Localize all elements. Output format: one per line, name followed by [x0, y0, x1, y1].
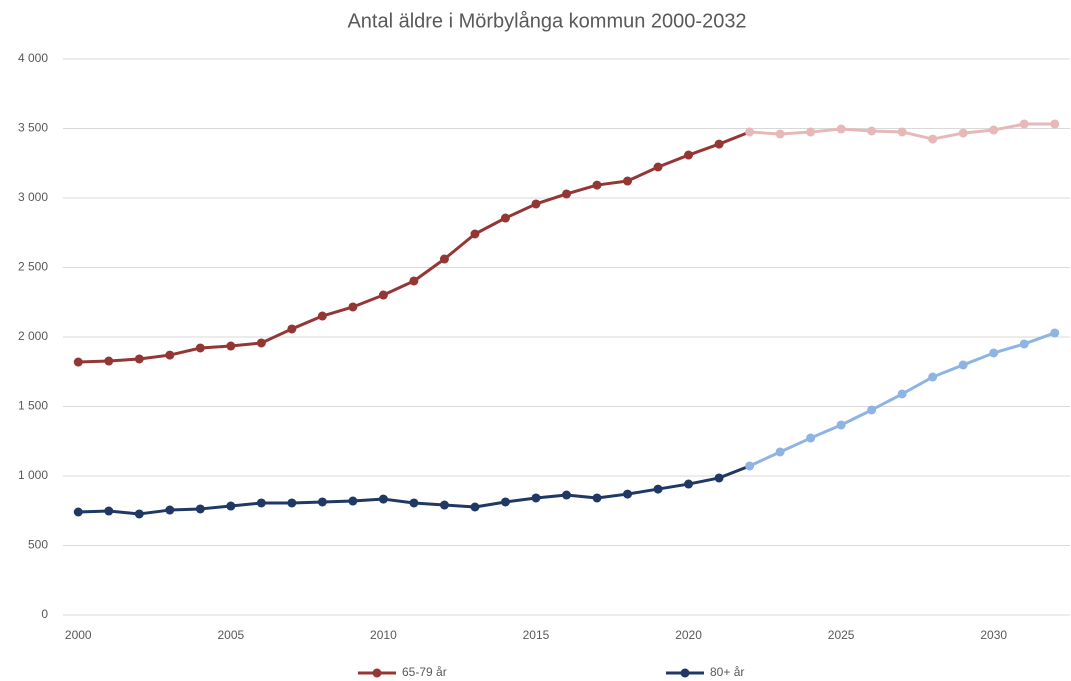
point [928, 134, 938, 144]
point [623, 489, 633, 499]
point [195, 343, 205, 353]
point [287, 498, 297, 508]
x-tick-label: 2010 [370, 628, 397, 642]
point [317, 311, 327, 321]
point [73, 357, 83, 367]
point [256, 498, 266, 508]
point [714, 139, 724, 149]
forecast-line [748, 331, 1056, 468]
point [745, 461, 755, 471]
point [562, 490, 571, 500]
point [500, 213, 510, 223]
point [775, 447, 785, 457]
point [439, 254, 449, 264]
legend-label: 65-79 år [402, 665, 447, 679]
point [836, 420, 846, 430]
point [592, 180, 602, 190]
point [348, 302, 358, 312]
point [745, 127, 755, 137]
point [958, 128, 968, 138]
point [409, 276, 419, 286]
x-tick-label: 2020 [675, 628, 702, 642]
y-tick-label: 1 000 [18, 468, 48, 482]
point [531, 493, 541, 503]
legend-marker [372, 668, 382, 678]
x-tick-label: 2030 [980, 628, 1007, 642]
point [470, 229, 480, 239]
point [317, 497, 327, 507]
point [989, 348, 999, 358]
point [958, 360, 968, 370]
point [287, 324, 297, 334]
point [134, 354, 144, 364]
point [104, 356, 114, 366]
point [897, 389, 907, 399]
point [623, 176, 633, 186]
point [714, 473, 724, 483]
point [165, 505, 175, 515]
legend-marker [680, 668, 690, 678]
point [653, 162, 663, 172]
point [226, 501, 236, 511]
point [73, 507, 83, 517]
point [500, 497, 510, 507]
point [684, 479, 694, 489]
point [165, 350, 175, 360]
y-tick-label: 4 000 [18, 51, 48, 65]
point [378, 494, 388, 504]
y-tick-label: 3 000 [18, 190, 48, 204]
y-tick-label: 2 000 [18, 329, 48, 343]
y-tick-label: 0 [41, 607, 48, 621]
x-tick-label: 2015 [523, 628, 550, 642]
point [775, 129, 785, 139]
point [1050, 328, 1060, 338]
point [1019, 119, 1029, 129]
point [531, 199, 541, 209]
point [1050, 119, 1060, 129]
chart-title: Antal äldre i Mörbylånga kommun 2000-203… [347, 10, 746, 32]
x-tick-label: 2005 [217, 628, 244, 642]
y-tick-label: 3 500 [18, 121, 48, 135]
point [684, 150, 694, 160]
point [867, 126, 877, 136]
y-tick-label: 500 [28, 538, 48, 552]
y-tick-label: 1 500 [18, 399, 48, 413]
x-tick-label: 2000 [65, 628, 92, 642]
x-tick-label: 2025 [828, 628, 855, 642]
point [256, 338, 266, 348]
point [134, 509, 144, 519]
point [439, 500, 449, 510]
legend-label: 80+ år [710, 665, 744, 679]
point [592, 493, 602, 503]
point [806, 127, 816, 137]
point [806, 433, 816, 443]
point [195, 504, 205, 514]
point [378, 290, 388, 300]
point [562, 189, 571, 199]
point [226, 341, 236, 351]
series-line [78, 130, 751, 364]
point [867, 405, 877, 415]
point [470, 502, 480, 512]
point [653, 484, 663, 494]
point [348, 496, 358, 506]
y-tick-label: 2 500 [18, 260, 48, 274]
point [989, 125, 999, 135]
point [104, 506, 114, 516]
point [897, 127, 907, 137]
point [928, 372, 938, 382]
point [836, 124, 846, 134]
point [409, 498, 419, 508]
point [1019, 339, 1029, 349]
